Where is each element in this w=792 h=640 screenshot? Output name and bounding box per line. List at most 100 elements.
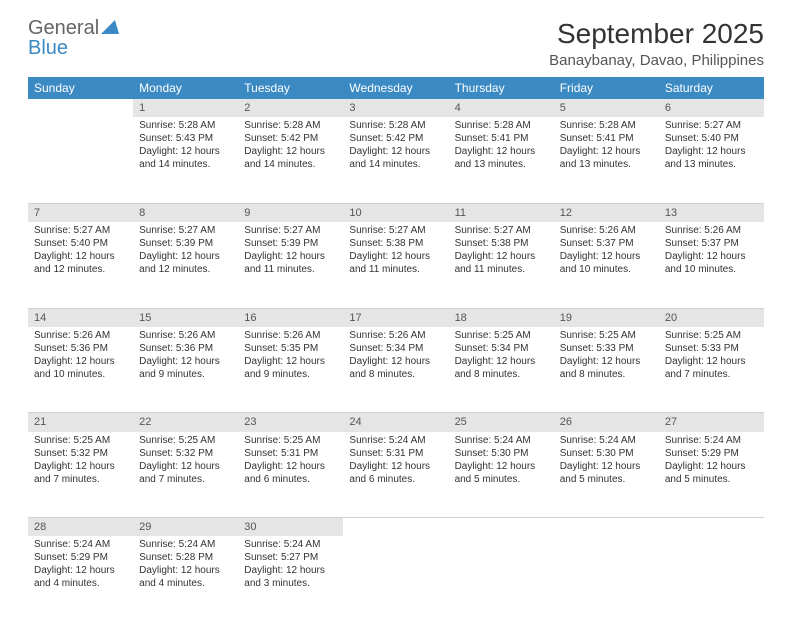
sunset-line: Sunset: 5:40 PM: [34, 237, 127, 250]
day-number-cell: 16: [238, 308, 343, 327]
day-number-row: 21222324252627: [28, 413, 764, 432]
daylight-line: Daylight: 12 hours and 7 minutes.: [34, 460, 127, 486]
sunset-line: Sunset: 5:41 PM: [560, 132, 653, 145]
daylight-line: Daylight: 12 hours and 8 minutes.: [349, 355, 442, 381]
daylight-line: Daylight: 12 hours and 13 minutes.: [665, 145, 758, 171]
day-number-cell: 22: [133, 413, 238, 432]
calendar-body: 123456Sunrise: 5:28 AMSunset: 5:43 PMDay…: [28, 99, 764, 622]
daylight-line: Daylight: 12 hours and 9 minutes.: [139, 355, 232, 381]
day-cell: Sunrise: 5:27 AMSunset: 5:40 PMDaylight:…: [28, 222, 133, 308]
brand-word1: General: [28, 17, 99, 39]
daylight-line: Daylight: 12 hours and 12 minutes.: [139, 250, 232, 276]
sunset-line: Sunset: 5:39 PM: [244, 237, 337, 250]
day-cell: Sunrise: 5:25 AMSunset: 5:32 PMDaylight:…: [28, 432, 133, 518]
sunrise-line: Sunrise: 5:27 AM: [349, 224, 442, 237]
sunset-line: Sunset: 5:33 PM: [560, 342, 653, 355]
sunrise-line: Sunrise: 5:25 AM: [244, 434, 337, 447]
day-number-cell: [659, 518, 764, 537]
sunrise-line: Sunrise: 5:26 AM: [244, 329, 337, 342]
day-number-row: 78910111213: [28, 203, 764, 222]
sunrise-line: Sunrise: 5:25 AM: [139, 434, 232, 447]
day-cell: Sunrise: 5:24 AMSunset: 5:29 PMDaylight:…: [28, 536, 133, 622]
day-cell: Sunrise: 5:24 AMSunset: 5:28 PMDaylight:…: [133, 536, 238, 622]
sunset-line: Sunset: 5:32 PM: [34, 447, 127, 460]
sunrise-line: Sunrise: 5:26 AM: [665, 224, 758, 237]
sunrise-line: Sunrise: 5:28 AM: [455, 119, 548, 132]
sunrise-line: Sunrise: 5:24 AM: [244, 538, 337, 551]
daylight-line: Daylight: 12 hours and 14 minutes.: [244, 145, 337, 171]
sunrise-line: Sunrise: 5:27 AM: [665, 119, 758, 132]
day-number-cell: 5: [554, 99, 659, 117]
sunrise-line: Sunrise: 5:24 AM: [139, 538, 232, 551]
day-number-row: 14151617181920: [28, 308, 764, 327]
sunset-line: Sunset: 5:42 PM: [244, 132, 337, 145]
day-cell: Sunrise: 5:24 AMSunset: 5:30 PMDaylight:…: [554, 432, 659, 518]
daylight-line: Daylight: 12 hours and 14 minutes.: [349, 145, 442, 171]
daylight-line: Daylight: 12 hours and 7 minutes.: [665, 355, 758, 381]
month-title: September 2025: [549, 18, 764, 50]
day-cell: Sunrise: 5:24 AMSunset: 5:29 PMDaylight:…: [659, 432, 764, 518]
sunrise-line: Sunrise: 5:25 AM: [34, 434, 127, 447]
day-number-cell: 15: [133, 308, 238, 327]
weekday-header: Wednesday: [343, 77, 448, 99]
day-cell: [343, 536, 448, 622]
brand-logo: General Blue: [28, 18, 119, 58]
sunset-line: Sunset: 5:28 PM: [139, 551, 232, 564]
day-number-cell: [449, 518, 554, 537]
daylight-line: Daylight: 12 hours and 8 minutes.: [455, 355, 548, 381]
day-cell: [659, 536, 764, 622]
sunset-line: Sunset: 5:41 PM: [455, 132, 548, 145]
header: General Blue September 2025 Banaybanay, …: [28, 18, 764, 69]
day-number-cell: 17: [343, 308, 448, 327]
sunrise-line: Sunrise: 5:27 AM: [455, 224, 548, 237]
day-number-cell: 13: [659, 203, 764, 222]
sunrise-line: Sunrise: 5:28 AM: [139, 119, 232, 132]
day-number-cell: 2: [238, 99, 343, 117]
sunset-line: Sunset: 5:42 PM: [349, 132, 442, 145]
day-cell: Sunrise: 5:24 AMSunset: 5:30 PMDaylight:…: [449, 432, 554, 518]
day-number-cell: 1: [133, 99, 238, 117]
day-cell: [554, 536, 659, 622]
sunset-line: Sunset: 5:38 PM: [455, 237, 548, 250]
day-cell: Sunrise: 5:27 AMSunset: 5:38 PMDaylight:…: [343, 222, 448, 308]
sunrise-line: Sunrise: 5:26 AM: [349, 329, 442, 342]
daylight-line: Daylight: 12 hours and 6 minutes.: [244, 460, 337, 486]
day-cell: Sunrise: 5:25 AMSunset: 5:32 PMDaylight:…: [133, 432, 238, 518]
day-number-cell: 14: [28, 308, 133, 327]
daylight-line: Daylight: 12 hours and 7 minutes.: [139, 460, 232, 486]
sunrise-line: Sunrise: 5:25 AM: [455, 329, 548, 342]
daylight-line: Daylight: 12 hours and 5 minutes.: [560, 460, 653, 486]
daylight-line: Daylight: 12 hours and 5 minutes.: [455, 460, 548, 486]
day-number-cell: 10: [343, 203, 448, 222]
day-cell: [28, 117, 133, 203]
sunrise-line: Sunrise: 5:27 AM: [34, 224, 127, 237]
sunrise-line: Sunrise: 5:26 AM: [560, 224, 653, 237]
sunset-line: Sunset: 5:31 PM: [244, 447, 337, 460]
sunset-line: Sunset: 5:37 PM: [560, 237, 653, 250]
daylight-line: Daylight: 12 hours and 14 minutes.: [139, 145, 232, 171]
day-cell: Sunrise: 5:25 AMSunset: 5:31 PMDaylight:…: [238, 432, 343, 518]
daylight-line: Daylight: 12 hours and 3 minutes.: [244, 564, 337, 590]
day-number-cell: 11: [449, 203, 554, 222]
day-content-row: Sunrise: 5:28 AMSunset: 5:43 PMDaylight:…: [28, 117, 764, 203]
day-cell: Sunrise: 5:25 AMSunset: 5:33 PMDaylight:…: [659, 327, 764, 413]
day-content-row: Sunrise: 5:25 AMSunset: 5:32 PMDaylight:…: [28, 432, 764, 518]
daylight-line: Daylight: 12 hours and 13 minutes.: [455, 145, 548, 171]
day-number-cell: 18: [449, 308, 554, 327]
day-cell: Sunrise: 5:24 AMSunset: 5:27 PMDaylight:…: [238, 536, 343, 622]
daylight-line: Daylight: 12 hours and 8 minutes.: [560, 355, 653, 381]
day-cell: Sunrise: 5:28 AMSunset: 5:42 PMDaylight:…: [238, 117, 343, 203]
sunset-line: Sunset: 5:37 PM: [665, 237, 758, 250]
day-cell: Sunrise: 5:26 AMSunset: 5:37 PMDaylight:…: [659, 222, 764, 308]
day-number-cell: 25: [449, 413, 554, 432]
day-number-cell: 9: [238, 203, 343, 222]
sunset-line: Sunset: 5:30 PM: [560, 447, 653, 460]
day-cell: Sunrise: 5:27 AMSunset: 5:39 PMDaylight:…: [238, 222, 343, 308]
daylight-line: Daylight: 12 hours and 13 minutes.: [560, 145, 653, 171]
sunset-line: Sunset: 5:35 PM: [244, 342, 337, 355]
sunrise-line: Sunrise: 5:24 AM: [665, 434, 758, 447]
weekday-header: Tuesday: [238, 77, 343, 99]
day-cell: Sunrise: 5:27 AMSunset: 5:38 PMDaylight:…: [449, 222, 554, 308]
day-number-cell: 3: [343, 99, 448, 117]
daylight-line: Daylight: 12 hours and 9 minutes.: [244, 355, 337, 381]
